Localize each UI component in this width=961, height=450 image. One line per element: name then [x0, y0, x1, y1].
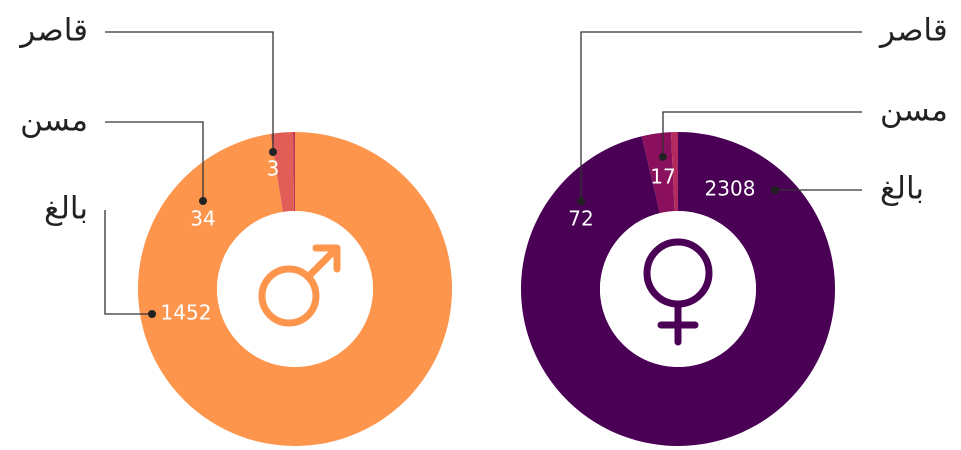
- leader-dot: [659, 153, 667, 161]
- leader-line: [104, 210, 152, 315]
- value-label: 3: [267, 157, 280, 181]
- female-icon: [600, 211, 756, 367]
- value-label: 2308: [705, 177, 756, 201]
- donut-segment: [520, 132, 835, 447]
- leader-dot: [269, 148, 277, 156]
- value-label: 72: [568, 207, 593, 231]
- donuts: [137, 132, 835, 447]
- leader-line: [580, 31, 862, 201]
- category-label: قاصر: [18, 13, 88, 49]
- donut-segment: [671, 132, 678, 212]
- value-label: 34: [190, 207, 215, 231]
- leader-dot: [148, 310, 156, 318]
- category-label: بالغ: [880, 171, 924, 207]
- labels: 1452 بالغ 34 مسن 3 قاصر 2308 بالغ 72 مسن 17 قاصر: [18, 13, 948, 325]
- value-label: 17: [650, 165, 675, 189]
- leader-dot: [771, 186, 779, 194]
- leader-line: [105, 121, 204, 201]
- male-icon: [217, 211, 373, 367]
- category-label: بالغ: [44, 191, 88, 227]
- value-label: 1452: [161, 301, 212, 325]
- leader-dot: [199, 197, 207, 205]
- leader-line: [662, 111, 862, 157]
- category-label: مسن: [20, 103, 88, 139]
- donut-segment: [293, 132, 295, 212]
- donut-segment: [137, 132, 452, 446]
- donut-segment: [641, 132, 675, 214]
- category-label: قاصر: [878, 13, 948, 49]
- leader-dot: [577, 197, 585, 205]
- leader-line: [105, 31, 274, 152]
- category-label: مسن: [880, 93, 948, 129]
